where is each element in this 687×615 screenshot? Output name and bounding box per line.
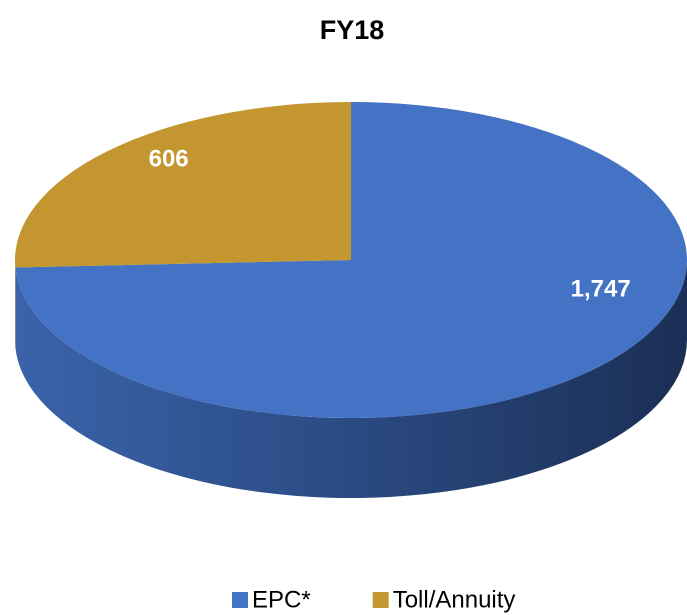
- slice: [15, 102, 687, 418]
- legend-label: Toll/Annuity: [393, 586, 516, 613]
- chart-title: FY18: [320, 15, 385, 45]
- slice-side: [15, 260, 687, 499]
- data-label: 1,747: [571, 275, 631, 302]
- slice: [14, 102, 351, 268]
- legend-swatch: [372, 592, 389, 608]
- data-label: 606: [149, 146, 189, 173]
- legend-swatch: [232, 592, 248, 608]
- legend-label: EPC*: [252, 586, 311, 613]
